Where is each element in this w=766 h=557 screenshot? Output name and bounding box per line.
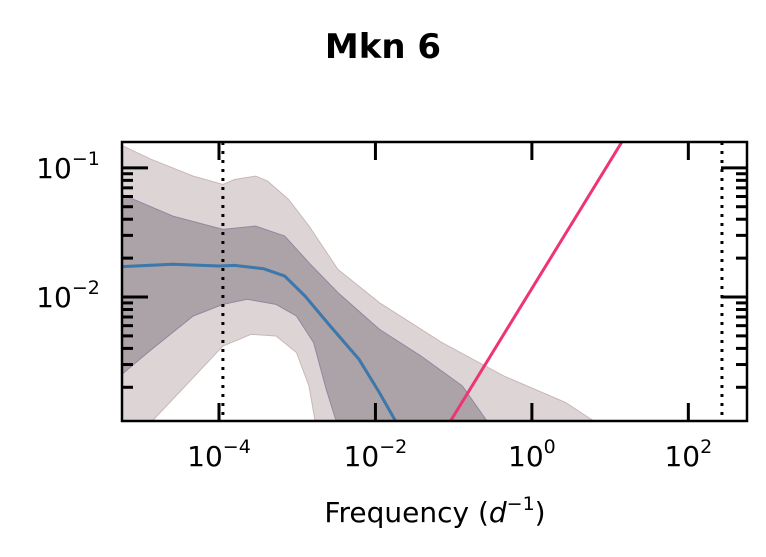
- plot-area: [122, 142, 724, 421]
- inner-confidence-band: [122, 193, 488, 421]
- chart-title: Mkn 6: [325, 27, 441, 67]
- outer-confidence-band: [122, 145, 595, 421]
- x-tick-label: 10−2: [344, 436, 408, 473]
- x-tick-label: 10−4: [187, 436, 251, 473]
- powerlaw-line: [449, 142, 624, 421]
- x-axis-label: Frequency (d−1): [324, 493, 545, 529]
- x-tick-label: 100: [508, 436, 556, 473]
- axes-frame: [120, 140, 749, 423]
- y-tick-label: 10−2: [36, 277, 100, 314]
- x-tick-label: 102: [664, 436, 712, 473]
- y-tick-label: 10−1: [36, 148, 100, 185]
- median-line: [122, 262, 398, 421]
- axes: 10−4 10−2 100 102 10−1 10−2: [36, 140, 749, 473]
